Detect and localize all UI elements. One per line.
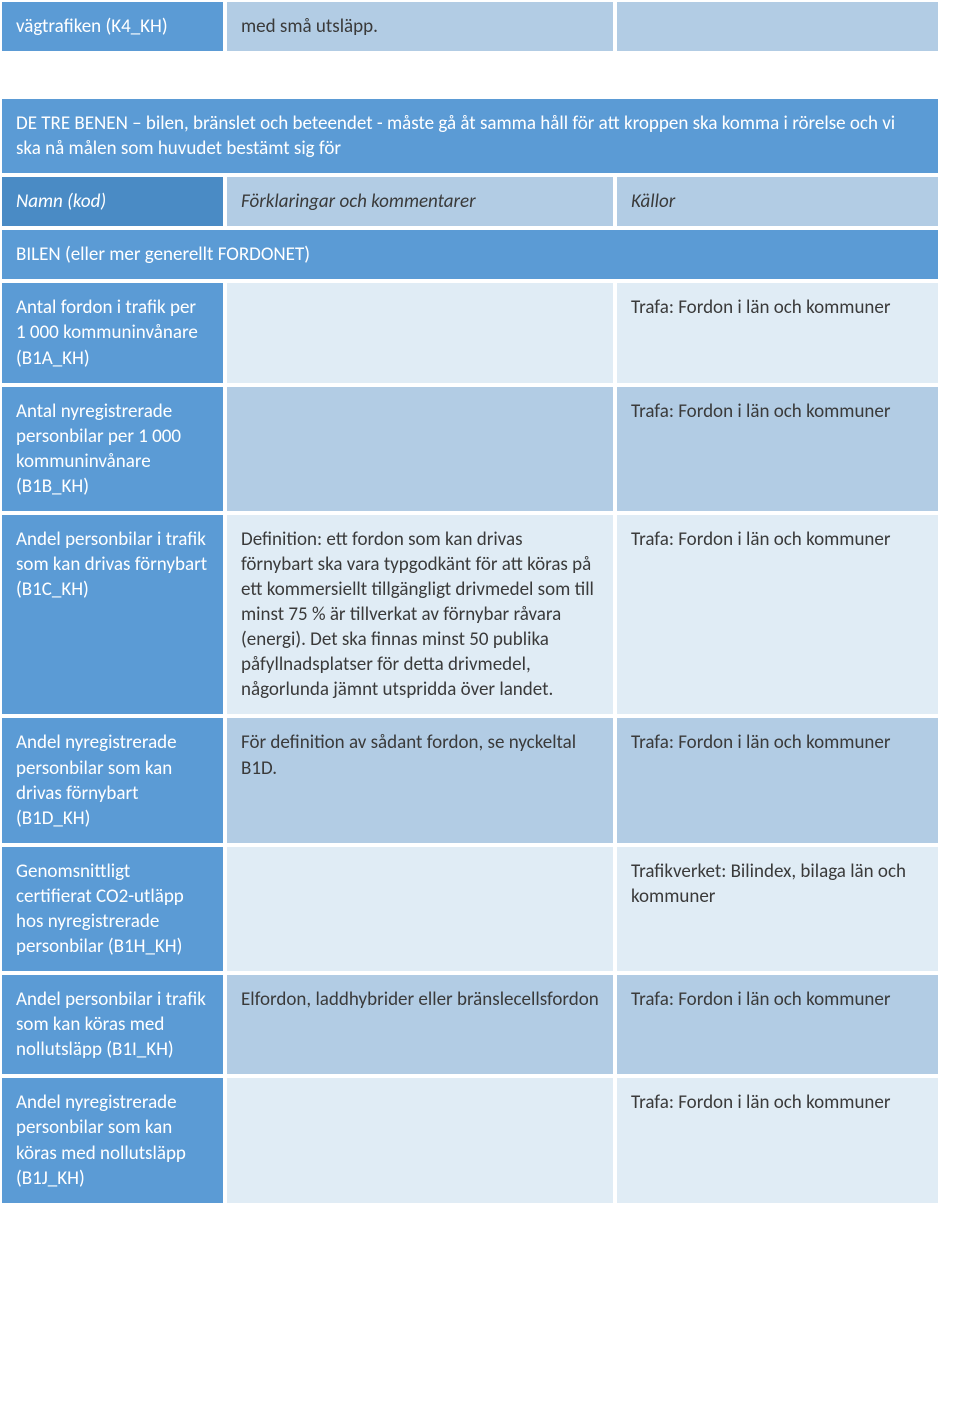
row-source-text: Trafa: Fordon i län och kommuner (631, 296, 891, 319)
row-source-text: Trafa: Fordon i län och kommuner (631, 528, 891, 551)
row-name-text: Antal nyregistrerade personbilar per 1 0… (16, 400, 181, 498)
row-explain: För definition av sådant fordon, se nyck… (225, 716, 615, 844)
row-name-text: Andel personbilar i trafik som kan driva… (16, 528, 207, 601)
row-source: Trafa: Fordon i län och kommuner (615, 385, 940, 513)
row-source-text: Trafa: Fordon i län och kommuner (631, 400, 891, 423)
row-source-text: Trafa: Fordon i län och kommuner (631, 1091, 891, 1114)
section-header-cell: DE TRE BENEN – bilen, bränslet och betee… (0, 97, 940, 175)
col-header-source: Källor (615, 175, 940, 228)
top-middle-cell: med små utsläpp. (225, 0, 615, 53)
row-explain: Definition: ett fordon som kan drivas fö… (225, 513, 615, 717)
row-name: Genomsnittligt certifierat CO2-utläpp ho… (0, 845, 225, 973)
subheader-cell: BILEN (eller mer generellt FORDONET) (0, 228, 940, 281)
row-explain: Elfordon, laddhybrider eller bränslecell… (225, 973, 615, 1076)
row-name-text: Andel nyregistrerade personbilar som kan… (16, 731, 177, 829)
row-explain-text: Definition: ett fordon som kan drivas fö… (241, 528, 594, 701)
subheader-text: BILEN (eller mer generellt FORDONET) (16, 243, 310, 266)
top-label-cell: vägtrafiken (K4_KH) (0, 0, 225, 53)
col-header-source-text: Källor (631, 190, 675, 213)
row-name: Antal fordon i trafik per 1 000 kommunin… (0, 281, 225, 384)
row-source-text: Trafa: Fordon i län och kommuner (631, 988, 891, 1011)
top-right-cell (615, 0, 940, 53)
row-explain-text: Elfordon, laddhybrider eller bränslecell… (241, 988, 599, 1011)
row-name: Antal nyregistrerade personbilar per 1 0… (0, 385, 225, 513)
row-explain (225, 281, 615, 384)
row-source: Trafa: Fordon i län och kommuner (615, 1076, 940, 1204)
row-name-text: Genomsnittligt certifierat CO2-utläpp ho… (16, 860, 184, 958)
row-name: Andel nyregistrerade personbilar som kan… (0, 1076, 225, 1204)
row-source-text: Trafikverket: Bilindex, bilaga län och k… (631, 860, 906, 908)
section-header-text: DE TRE BENEN – bilen, bränslet och betee… (16, 112, 895, 160)
row-source: Trafikverket: Bilindex, bilaga län och k… (615, 845, 940, 973)
row-source: Trafa: Fordon i län och kommuner (615, 716, 940, 844)
col-header-explain: Förklaringar och kommentarer (225, 175, 615, 228)
indicator-table: vägtrafiken (K4_KH) med små utsläpp. DE … (0, 0, 960, 1205)
row-explain-text: För definition av sådant fordon, se nyck… (241, 731, 576, 779)
row-explain (225, 385, 615, 513)
row-name: Andel nyregistrerade personbilar som kan… (0, 716, 225, 844)
row-name: Andel personbilar i trafik som kan driva… (0, 513, 225, 717)
row-name: Andel personbilar i trafik som kan köras… (0, 973, 225, 1076)
row-source-text: Trafa: Fordon i län och kommuner (631, 731, 891, 754)
col-header-name: Namn (kod) (0, 175, 225, 228)
row-explain (225, 1076, 615, 1204)
row-explain (225, 845, 615, 973)
col-header-name-text: Namn (kod) (16, 190, 106, 213)
top-middle-text: med små utsläpp. (241, 15, 378, 38)
col-header-explain-text: Förklaringar och kommentarer (241, 190, 476, 213)
row-source: Trafa: Fordon i län och kommuner (615, 973, 940, 1076)
spacer (0, 53, 940, 97)
row-source: Trafa: Fordon i län och kommuner (615, 281, 940, 384)
row-source: Trafa: Fordon i län och kommuner (615, 513, 940, 717)
top-label-text: vägtrafiken (K4_KH) (16, 15, 168, 38)
row-name-text: Andel nyregistrerade personbilar som kan… (16, 1091, 186, 1189)
row-name-text: Antal fordon i trafik per 1 000 kommunin… (16, 296, 198, 369)
row-name-text: Andel personbilar i trafik som kan köras… (16, 988, 206, 1061)
